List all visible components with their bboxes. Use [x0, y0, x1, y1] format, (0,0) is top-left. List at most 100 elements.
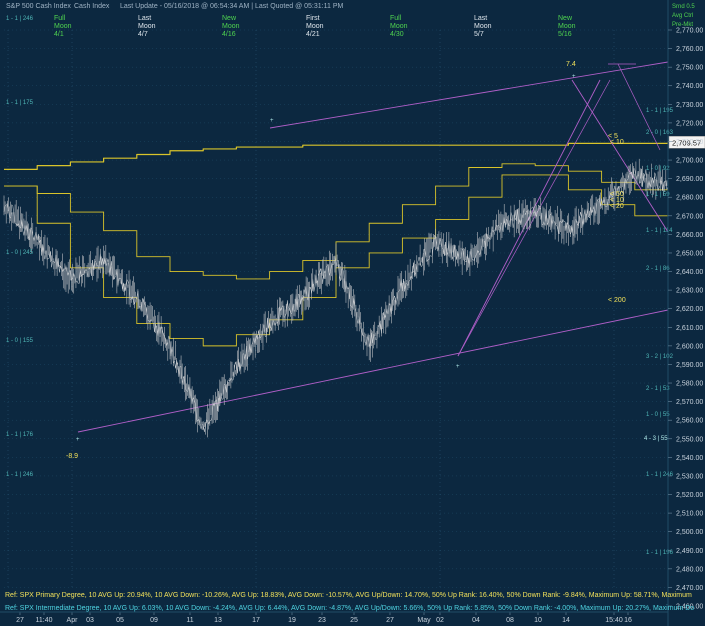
- moving-average-line: [4, 163, 669, 280]
- current-price-label: 2,709.57: [672, 138, 701, 147]
- y-tick-label: 2,600.00: [676, 343, 703, 350]
- y-tick-label: 2,620.00: [676, 306, 703, 313]
- x-tick-label: 02: [436, 617, 444, 624]
- chart-subtitle: Cash Index: [74, 3, 110, 10]
- last-update-text: Last Update - 05/16/2018 @ 06:54:34 AM |…: [120, 3, 343, 10]
- ma-label: < 10: [610, 139, 624, 146]
- moon-phase-line1: Last: [474, 15, 487, 22]
- x-axis: 27 11:40 Apr 03 05 09 11 13 17 19 23 25 27 May 02 04 08 1…: [0, 611, 668, 624]
- moon-phase-line1: New: [558, 15, 573, 22]
- y-tick-label: 2,480.00: [676, 566, 703, 573]
- x-tick-label: 14: [562, 617, 570, 624]
- y-tick-label: 2,750.00: [676, 65, 703, 72]
- moon-phase-line2: Moon: [390, 23, 408, 30]
- y-tick-label: 2,730.00: [676, 102, 703, 109]
- price-bars: [3, 158, 669, 438]
- grid-layer: [4, 29, 668, 607]
- y-tick-label: 2,640.00: [676, 269, 703, 276]
- right-level-label: 1 - 1 | 114: [646, 228, 673, 234]
- right-level-label: 3 - 2 | 102: [646, 354, 674, 360]
- moon-phase-date: 4/16: [222, 31, 236, 38]
- trend-cap-diagonal: [617, 63, 661, 151]
- y-tick-label: 2,460.00: [676, 604, 703, 611]
- y-tick-label: 2,490.00: [676, 548, 703, 555]
- y-tick-label: 2,770.00: [676, 28, 703, 35]
- ma-label: < 200: [608, 297, 626, 304]
- right-level-label: 1 - 1 | 59: [646, 192, 670, 198]
- y-tick-label: 2,540.00: [676, 455, 703, 462]
- right-level-label: 1 - 0 | 55: [646, 412, 670, 418]
- moving-average-line: [4, 174, 669, 347]
- x-tick-label: 17: [252, 617, 260, 624]
- moving-average-line: [4, 141, 669, 170]
- falling-trendline: [571, 79, 669, 233]
- x-tick-label: 27: [386, 617, 394, 624]
- y-tick-label: 2,660.00: [676, 232, 703, 239]
- y-tick-label: 2,650.00: [676, 250, 703, 257]
- y-tick-label: 2,690.00: [676, 176, 703, 183]
- moon-phase-line1: First: [306, 15, 320, 22]
- moon-phase-date: 5/7: [474, 31, 484, 38]
- ma-label: < 50: [610, 191, 624, 198]
- y-tick-label: 2,580.00: [676, 381, 703, 388]
- moon-phase-line2: Moon: [138, 23, 156, 30]
- y-tick-label: 2,520.00: [676, 492, 703, 499]
- moon-phase-date: 5/16: [558, 31, 572, 38]
- moving-average-layer: [4, 141, 669, 347]
- moon-phase-line1: Last: [138, 15, 151, 22]
- top-left-level: 1 - 1 | 246: [6, 16, 34, 22]
- x-tick-label: May: [417, 617, 431, 624]
- x-tick-label: 19: [288, 617, 296, 624]
- y-tick-label: 2,570.00: [676, 399, 703, 406]
- y-tick-label: 2,510.00: [676, 511, 703, 518]
- left-level-label: 1 - 0 | 155: [6, 338, 34, 344]
- y-tick-label: 2,560.00: [676, 418, 703, 425]
- x-tick-label: 23: [318, 617, 326, 624]
- y-tick-label: 2,760.00: [676, 46, 703, 53]
- ma-label: < 20: [610, 203, 624, 210]
- x-tick-label: 16: [624, 617, 632, 624]
- y-tick-label: 2,470.00: [676, 585, 703, 592]
- x-tick-label: 03: [86, 617, 94, 624]
- y-tick-label: 2,740.00: [676, 83, 703, 90]
- y-tick-label: 2,630.00: [676, 288, 703, 295]
- low-annotation: -8.9: [66, 453, 78, 460]
- y-tick-label: 2,710.00: [676, 139, 703, 146]
- y-tick-label: 2,700.00: [676, 158, 703, 165]
- pivot-marker: +: [456, 364, 460, 370]
- right-level-label: 2 - 0 | 163: [646, 130, 674, 136]
- y-tick-label: 2,590.00: [676, 362, 703, 369]
- y-tick-label: 2,610.00: [676, 325, 703, 332]
- right-level-label: 4 - 3 | 55: [644, 436, 668, 442]
- moon-phase-date: 4/1: [54, 31, 64, 38]
- y-axis: 2,460.00 2,470.00 2,480.00 2,490.00 2,500.00…: [667, 0, 703, 626]
- top-right-value: Srnd 0.5: [672, 4, 695, 10]
- right-level-label: 1 - 1 | 246: [646, 472, 674, 478]
- moon-phase-line2: Moon: [54, 23, 72, 30]
- moon-phase-line1: Full: [54, 15, 66, 22]
- labels-layer: FullMoon4/1LastMoon4/7NewMoon4/16FirstMo…: [6, 15, 705, 556]
- y-tick-label: 2,720.00: [676, 120, 703, 127]
- x-tick-label: 25: [350, 617, 358, 624]
- pivot-marker: +: [270, 118, 274, 124]
- y-tick-label: 2,500.00: [676, 529, 703, 536]
- top-right-avg: Avg Ctrl: [672, 13, 693, 19]
- right-level-label: 2 - 1 | 86: [646, 266, 670, 272]
- x-tick-label: Apr: [67, 617, 79, 624]
- left-level-label: 1 - 0 | 245: [6, 250, 34, 256]
- ma-label: < 10: [610, 197, 624, 204]
- trend-lines: [77, 61, 669, 433]
- left-level-label: 1 - 1 | 175: [6, 100, 34, 106]
- moon-phase-line2: Moon: [222, 23, 240, 30]
- current-price-box: [668, 136, 705, 149]
- intermediate-degree-ref: Ref: SPX Intermediate Degree, 10 AVG Up:…: [5, 605, 694, 612]
- x-tick-label: 11: [186, 617, 193, 624]
- pivot-marker: +: [76, 437, 80, 443]
- x-tick-label: 08: [506, 617, 514, 624]
- right-level-label: 1 - 0 | 92: [646, 166, 670, 172]
